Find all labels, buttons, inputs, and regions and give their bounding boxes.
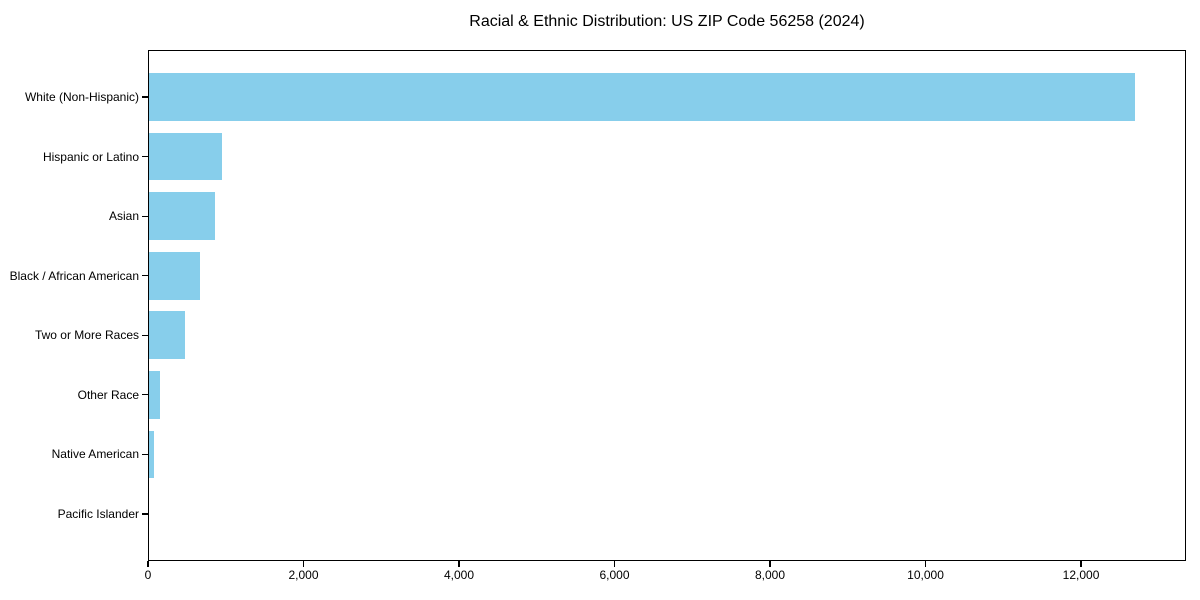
bar-asian (148, 192, 215, 240)
y-tick-mark (142, 96, 148, 98)
y-tick-label-black-african-american: Black / African American (9, 268, 139, 283)
y-tick-label-other-race: Other Race (77, 387, 139, 402)
bar-native-american (148, 430, 155, 479)
chart-title: Racial & Ethnic Distribution: US ZIP Cod… (469, 13, 865, 30)
bar-hispanic-or-latino (148, 132, 222, 181)
y-tick-mark (142, 394, 148, 396)
x-tick-label-8-000: 8,000 (755, 568, 786, 582)
x-tick-label-6-000: 6,000 (599, 568, 630, 582)
x-tick-mark (147, 561, 149, 567)
x-tick-mark (1080, 561, 1082, 567)
x-tick-mark (458, 561, 460, 567)
bar-other-race (148, 371, 160, 419)
x-tick-mark (769, 561, 771, 567)
y-tick-label-native-american: Native American (51, 447, 139, 462)
bar-white-non-hispanic (148, 73, 1136, 121)
x-tick-mark (924, 561, 927, 567)
x-tick-mark (302, 561, 305, 567)
y-tick-label-pacific-islander: Pacific Islander (57, 506, 139, 521)
x-tick-mark (613, 561, 616, 567)
y-tick-mark (142, 334, 148, 336)
y-tick-mark (142, 453, 148, 455)
bar-two-or-more-races (148, 311, 185, 360)
y-tick-label-white-non-hispanic: White (Non-Hispanic) (24, 90, 139, 105)
y-tick-mark (142, 156, 148, 158)
y-tick-label-asian: Asian (108, 209, 139, 224)
y-tick-mark (142, 215, 148, 217)
y-tick-mark (142, 513, 148, 515)
x-tick-label-0: 0 (144, 568, 152, 582)
y-tick-mark (142, 275, 148, 277)
y-tick-label-hispanic-or-latino: Hispanic or Latino (42, 149, 139, 164)
x-tick-label-12-000: 12,000 (1062, 568, 1100, 582)
x-tick-label-10-000: 10,000 (907, 568, 944, 582)
plot-area (148, 50, 1186, 561)
bar-black-african-american (148, 251, 201, 300)
x-tick-label-2-000: 2,000 (288, 568, 319, 582)
x-tick-label-4-000: 4,000 (443, 568, 475, 582)
y-tick-label-two-or-more-races: Two or More Races (34, 328, 139, 343)
